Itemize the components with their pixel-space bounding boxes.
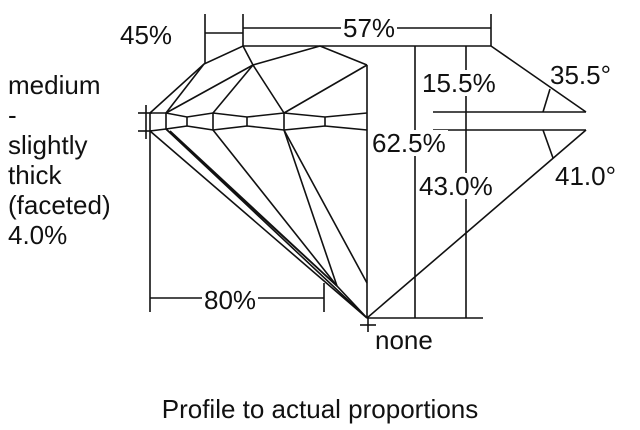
crown-height-label: 15.5% (420, 68, 498, 98)
girdle-label-line: 4.0% (8, 220, 68, 250)
pavilion-facets (149, 65, 587, 332)
pavilion-depth-label: 43.0% (417, 171, 495, 201)
culet-label: none (375, 325, 433, 355)
girdle-label-line: slightly (8, 130, 88, 160)
lower-half-label: 80% (202, 285, 259, 315)
pavilion-angle-label: 41.0° (555, 161, 617, 191)
girdle-label-line: (faceted) (8, 190, 111, 220)
crown-facets (149, 45, 587, 114)
total-depth-label: 62.5% (370, 128, 448, 158)
girdle-label-line: thick (8, 160, 62, 190)
caption: Profile to actual proportions (161, 394, 479, 424)
crown-angle-label: 35.5° (550, 60, 612, 90)
table-label: 57% (341, 13, 398, 43)
star-length-label: 45% (120, 20, 173, 50)
girdle (138, 105, 368, 139)
girdle-label-line: - (8, 100, 17, 130)
girdle-label-line: medium (8, 70, 101, 100)
girdle-label: medium - slightly thick (faceted) 4.0% (8, 70, 111, 250)
